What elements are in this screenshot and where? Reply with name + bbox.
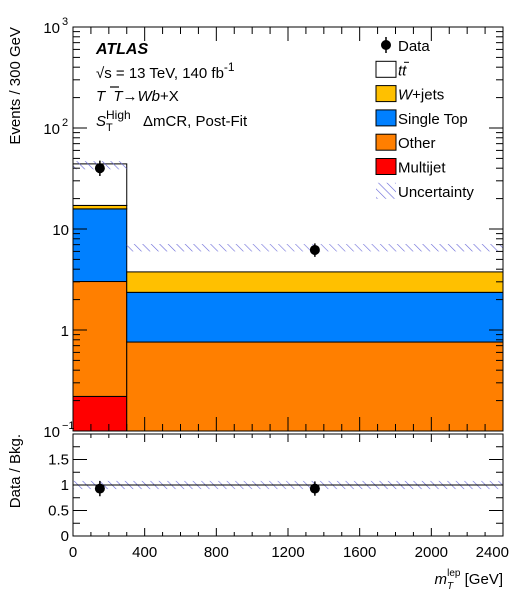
legend-item-tt: tt <box>375 60 409 79</box>
ratio-y-tick-label: 0 <box>61 528 69 545</box>
y-axis-title: Events / 300 GeV <box>7 27 24 145</box>
x-tick-label: 800 <box>204 544 229 561</box>
legend-swatch-wjets <box>375 85 397 103</box>
ratio-point-0 <box>94 483 105 494</box>
legend-item-wjets: W+jets <box>375 85 444 104</box>
x-tick-label: 1600 <box>343 544 376 561</box>
legend-label-singletop: Single Top <box>398 111 468 128</box>
y-tick-exponent: 3 <box>62 16 68 28</box>
energy-label: √s = 13 TeV, 140 fb-1 <box>96 60 235 82</box>
x-tick-label: 0 <box>69 544 77 561</box>
ratio-y-tick-label: 1.5 <box>48 452 69 469</box>
legend-item-singletop: Single Top <box>375 109 468 128</box>
legend-label-other: Other <box>398 135 436 152</box>
region-subscript: T <box>106 122 113 134</box>
ratio-point-1 <box>309 483 320 494</box>
y-tick-label: 10 <box>43 424 60 441</box>
x-tick-label: 400 <box>132 544 157 561</box>
y-tick-label: 10 <box>43 20 60 37</box>
region-label: SHigh <box>96 108 131 130</box>
bar-w-jets-bin0 <box>73 204 128 210</box>
legend-item-multijet: Multijet <box>375 158 446 177</box>
bar-single-top-bin0 <box>73 208 128 283</box>
legend-data-marker <box>381 40 391 50</box>
x-axis-title: mTlep [GeV] <box>435 568 504 592</box>
legend-swatch-singletop <box>375 109 397 127</box>
legend-swatch-uncertainty <box>376 182 396 199</box>
atlas-label-block: ATLAS √s = 13 TeV, 140 fb-1 T T→Wb+X SHi… <box>95 41 248 134</box>
legend-swatch-multijet <box>375 158 397 175</box>
x-tick-label: 2000 <box>415 544 448 561</box>
legend-item-other: Other <box>375 133 436 152</box>
ratio-y-tick-label: 0.5 <box>48 503 69 520</box>
data-point-1 <box>309 244 320 255</box>
y-tick-label: 10 <box>43 121 60 138</box>
atlas-label: ATLAS <box>95 41 148 58</box>
ratio-y-axis-ticks: 0 0.5 1 1.5 <box>48 433 503 545</box>
main-x-axis-ticks <box>72 27 504 431</box>
ratio-x-axis-ticks: 0 400 800 1200 1600 2000 2400 <box>69 434 509 561</box>
bar-other-bin0 <box>73 281 128 397</box>
ratio-points <box>94 480 320 497</box>
ratio-y-axis-title: Data / Bkg. <box>7 434 24 508</box>
ratio-y-tick-label: 1 <box>61 477 69 494</box>
bar-other-bin1 <box>126 341 503 431</box>
y-tick-exponent: −1 <box>62 420 75 432</box>
bar-single-top-bin1 <box>126 291 503 343</box>
legend-label-wjets: W+jets <box>398 87 444 104</box>
legend-item-data: Data <box>381 37 430 55</box>
legend: Data tt W+jets Single Top Other Multijet Uncer… <box>375 37 474 201</box>
legend-swatch-other <box>375 133 397 151</box>
y-tick-exponent: 2 <box>62 117 68 129</box>
region-rest: ΔmCR, Post-Fit <box>143 113 248 130</box>
legend-label-data: Data <box>398 38 430 55</box>
legend-swatch-tt <box>375 60 397 78</box>
y-tick-label: 1 <box>61 323 69 340</box>
data-point-0 <box>94 163 105 174</box>
legend-label-tt: tt <box>398 62 407 79</box>
legend-label-multijet: Multijet <box>398 160 446 177</box>
stacked-histogram <box>73 163 503 431</box>
bar-multijet-bin0 <box>73 395 128 431</box>
x-tick-label: 2400 <box>476 544 509 561</box>
x-tick-label: 1200 <box>271 544 304 561</box>
data-points <box>94 160 320 257</box>
legend-item-unc: Uncertainty <box>376 182 474 201</box>
process-label: T T→Wb+X <box>96 88 179 105</box>
legend-label-unc: Uncertainty <box>398 184 474 201</box>
y-tick-label: 10 <box>52 222 69 239</box>
bar-w-jets-bin1 <box>126 271 503 293</box>
